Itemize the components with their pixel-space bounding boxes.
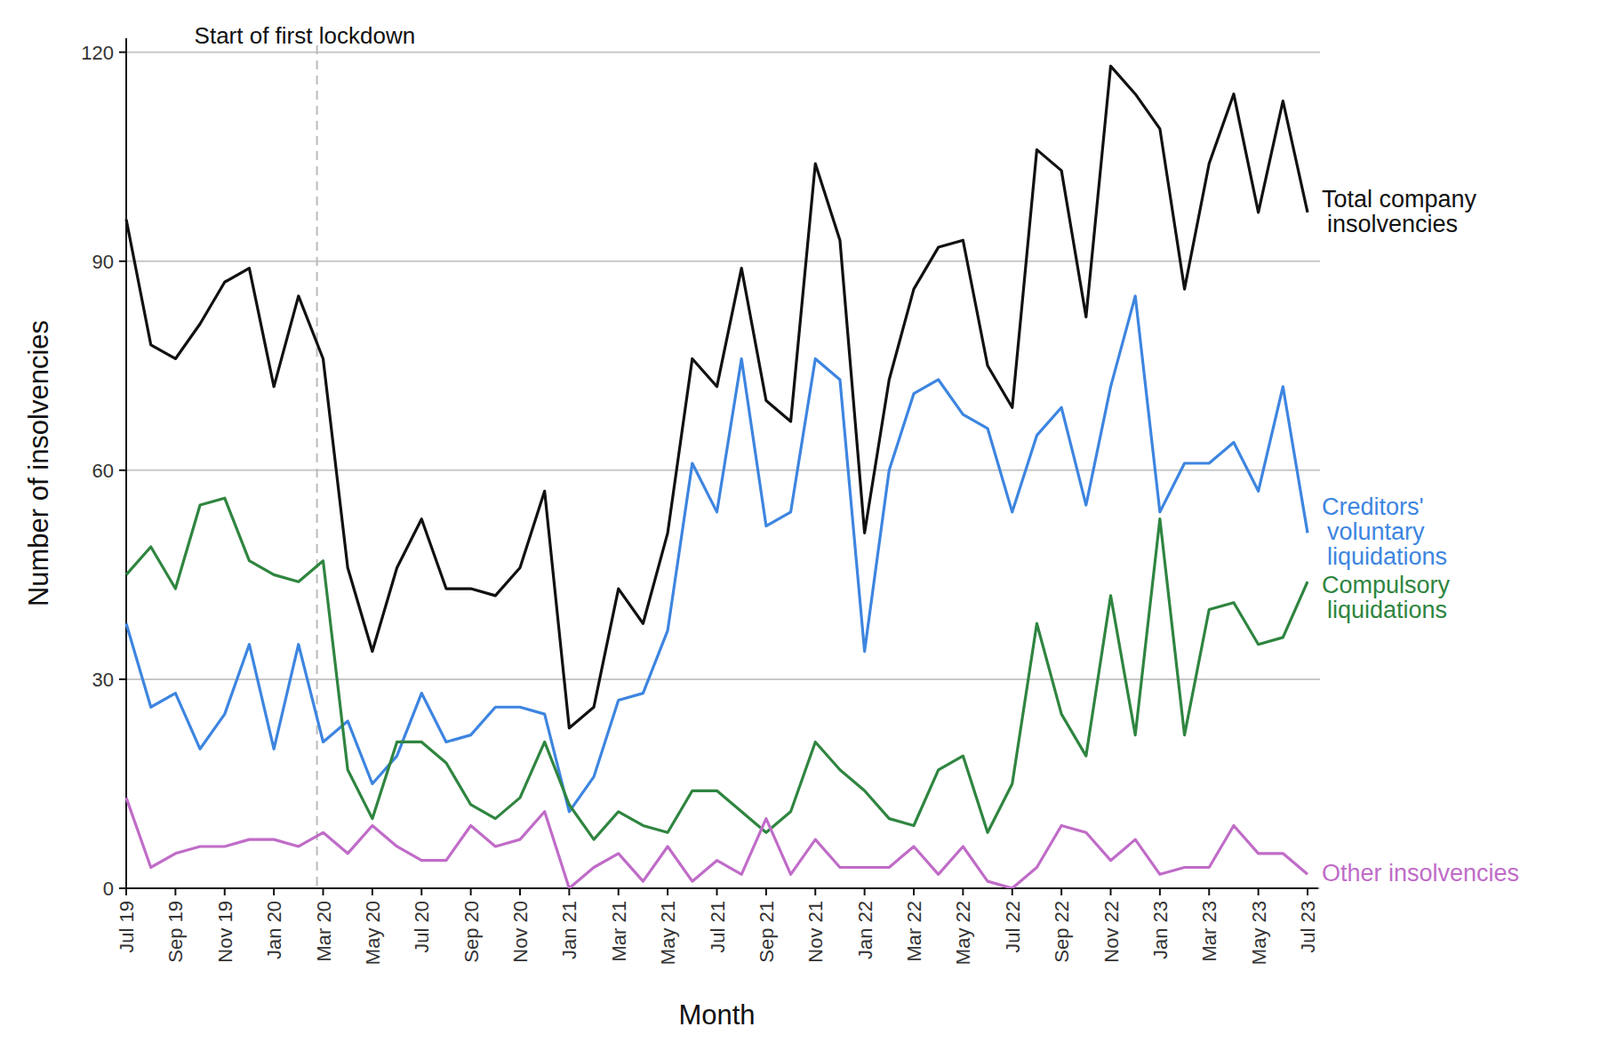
x-tick-label: Jul 21 bbox=[706, 900, 729, 953]
x-tick-label: May 22 bbox=[952, 900, 975, 965]
grid-line bbox=[126, 51, 1320, 54]
y-tick bbox=[119, 51, 127, 54]
x-tick bbox=[568, 888, 570, 896]
series-label-line: Creditors' bbox=[1321, 493, 1424, 520]
series-label-line: liquidations bbox=[1327, 596, 1448, 624]
x-tick-label: Sep 20 bbox=[460, 900, 483, 963]
x-tick-label: Nov 22 bbox=[1100, 900, 1123, 963]
x-tick-label: Sep 21 bbox=[755, 900, 778, 963]
x-tick-label: Sep 22 bbox=[1050, 900, 1073, 963]
series-label-line: Total company bbox=[1321, 185, 1478, 213]
x-tick-label: Nov 21 bbox=[804, 900, 827, 963]
x-tick bbox=[1011, 888, 1014, 896]
x-tick bbox=[1208, 888, 1210, 896]
series-label-line: liquidations bbox=[1327, 543, 1448, 570]
series-label-line: Compulsory bbox=[1321, 571, 1451, 599]
x-tick-label: Mar 21 bbox=[608, 900, 631, 961]
x-tick bbox=[1110, 888, 1112, 896]
plot-area bbox=[126, 65, 1308, 888]
y-tick bbox=[119, 887, 127, 889]
x-tick bbox=[224, 888, 226, 896]
x-tick-label: May 21 bbox=[656, 900, 680, 965]
x-tick-label: Jul 22 bbox=[1001, 900, 1024, 953]
x-tick bbox=[125, 888, 128, 896]
chart: Start of first lockdown 0 30 60 90 120 Jul 19 S… bbox=[0, 0, 1600, 1051]
x-tick bbox=[864, 888, 866, 896]
x-tick bbox=[617, 888, 620, 896]
x-tick bbox=[519, 888, 521, 896]
y-tick-label: 90 bbox=[92, 250, 114, 273]
x-tick bbox=[961, 888, 964, 896]
x-tick-label: Sep 19 bbox=[164, 900, 187, 963]
series-line bbox=[126, 497, 1308, 840]
x-tick bbox=[1257, 888, 1260, 896]
y-tick-label: 120 bbox=[80, 41, 114, 64]
x-tick-label: Mar 23 bbox=[1198, 900, 1221, 961]
series-label: Compulsoryliquidations bbox=[1321, 571, 1451, 624]
annotation-line bbox=[316, 45, 319, 888]
grid-line bbox=[126, 260, 1320, 263]
y-tick-label: 0 bbox=[103, 877, 114, 900]
x-tick bbox=[1306, 888, 1309, 896]
x-tick-label: May 20 bbox=[361, 900, 384, 965]
x-tick bbox=[371, 888, 374, 896]
annotation-text: Start of first lockdown bbox=[194, 22, 416, 49]
x-tick-label: Jan 22 bbox=[854, 900, 877, 960]
x-tick-label: Nov 19 bbox=[214, 900, 237, 963]
x-axis bbox=[126, 887, 1319, 889]
x-tick-label: Jul 23 bbox=[1296, 900, 1320, 953]
x-tick bbox=[322, 888, 325, 896]
x-tick-label: Jul 19 bbox=[115, 900, 138, 953]
y-axis-title: Number of insolvencies bbox=[23, 320, 55, 607]
x-tick bbox=[1060, 888, 1063, 896]
y-tick bbox=[119, 469, 127, 472]
x-tick-label: Jul 20 bbox=[410, 900, 433, 953]
x-tick-label: Mar 20 bbox=[312, 900, 336, 961]
series-label: Creditors'voluntaryliquidations bbox=[1321, 493, 1448, 570]
y-tick bbox=[119, 260, 127, 263]
series-label: Other insolvencies bbox=[1321, 859, 1520, 887]
x-tick-label: Jan 23 bbox=[1149, 900, 1172, 960]
y-tick-label: 60 bbox=[92, 459, 114, 482]
y-axis bbox=[125, 38, 128, 888]
series-label-line: Other insolvencies bbox=[1321, 859, 1520, 887]
y-tick-label: 30 bbox=[92, 668, 114, 691]
grid-line bbox=[126, 887, 1320, 889]
series-label-line: insolvencies bbox=[1327, 210, 1458, 238]
x-tick bbox=[420, 888, 423, 896]
x-tick bbox=[666, 888, 669, 896]
series-line bbox=[126, 65, 1308, 728]
x-tick-label: Nov 20 bbox=[509, 900, 532, 963]
x-tick bbox=[765, 888, 768, 896]
x-tick bbox=[470, 888, 472, 896]
x-axis-title: Month bbox=[678, 999, 755, 1031]
x-tick-label: May 23 bbox=[1248, 900, 1271, 965]
x-tick-label: Jan 20 bbox=[263, 900, 286, 960]
series-line bbox=[126, 797, 1308, 888]
x-tick bbox=[174, 888, 176, 896]
x-tick bbox=[272, 888, 275, 896]
x-tick-label: Jan 21 bbox=[558, 900, 581, 960]
series-line bbox=[126, 296, 1308, 812]
x-tick bbox=[716, 888, 719, 896]
y-tick bbox=[119, 678, 127, 680]
series-label-line: voluntary bbox=[1327, 518, 1425, 545]
x-tick-label: Mar 22 bbox=[903, 900, 926, 961]
series-label: Total companyinsolvencies bbox=[1321, 185, 1478, 238]
x-tick bbox=[814, 888, 816, 896]
x-tick bbox=[912, 888, 915, 896]
x-tick bbox=[1159, 888, 1161, 896]
